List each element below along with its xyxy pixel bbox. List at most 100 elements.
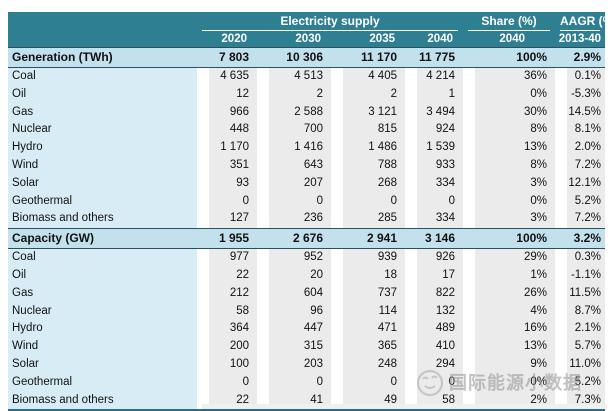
cell-value: 939 (331, 248, 405, 267)
cell-value: 2 (331, 85, 405, 104)
section-total-value: 2 676 (257, 228, 331, 250)
cell-value: 268 (331, 174, 405, 193)
cell-value: 977 (197, 248, 257, 267)
table-row: Solar 100 203 248 294 9% 11.0% (8, 355, 605, 374)
cell-value: 933 (405, 156, 463, 175)
cell-value: 4 214 (405, 67, 463, 86)
cell-value: 604 (257, 284, 331, 303)
cell-value: 3 494 (405, 103, 463, 122)
header-group-aagr: AAGR (%) (555, 12, 612, 31)
section-total-value: 7 803 (197, 47, 257, 68)
cell-value: 7.2% (555, 210, 605, 229)
row-label: Geothermal (8, 373, 197, 392)
col-header-aagr-2013-40: 2013-40 (555, 31, 605, 48)
cell-value: -1.1% (555, 266, 605, 285)
table-row: Coal 4 635 4 513 4 405 4 214 36% 0.1% (8, 67, 605, 86)
cell-value: 0 (405, 192, 463, 211)
cell-value: 30% (463, 103, 555, 122)
cell-value: 11.5% (555, 284, 605, 303)
table-row: Oil 22 20 18 17 1% -1.1% (8, 266, 605, 285)
cell-value: 643 (257, 156, 331, 175)
cell-value: 5.2% (555, 373, 605, 392)
cell-value: 12 (197, 85, 257, 104)
cell-value: 5.7% (555, 338, 605, 356)
cell-value: 737 (331, 284, 405, 303)
cell-value: 294 (405, 355, 463, 374)
header-year-row: 2020 2030 2035 2040 2040 2013-40 (8, 31, 605, 48)
cell-value: 2 588 (257, 103, 331, 122)
col-header-2020: 2020 (197, 31, 257, 48)
cell-value: 9% (463, 355, 555, 374)
cell-value: 248 (331, 355, 405, 374)
table-row: Wind 200 315 365 410 13% 5.7% (8, 338, 605, 356)
table-row: Geothermal 0 0 0 0 0% 5.2% (8, 373, 605, 392)
section-row: Generation (TWh) 7 803 10 306 11 170 11 775 1… (8, 47, 605, 68)
cell-value: 1% (463, 266, 555, 285)
cell-value: 22 (197, 266, 257, 285)
group-label-aagr: AAGR (%) (560, 12, 612, 31)
cell-value: 822 (405, 284, 463, 303)
row-label: Coal (8, 248, 197, 267)
header-group-row: Electricity supply Share (%) AAGR (%) (8, 12, 612, 31)
row-label: Biomass and others (8, 391, 197, 411)
section-total-value: 100% (463, 47, 555, 68)
cell-value: 8.1% (555, 121, 605, 140)
cell-value: 410 (405, 338, 463, 356)
cell-value: 924 (405, 121, 463, 140)
cell-value: 212 (197, 284, 257, 303)
col-header-2030: 2030 (257, 31, 331, 48)
cell-value: 334 (405, 210, 463, 229)
cell-value: 8% (463, 156, 555, 175)
cell-value: 13% (463, 338, 555, 356)
cell-value: 11.0% (555, 355, 605, 374)
cell-value: 26% (463, 284, 555, 303)
row-label: Gas (8, 103, 197, 122)
group-label-share: Share (%) (468, 12, 550, 31)
table-row: Wind 351 643 788 933 8% 7.2% (8, 156, 605, 175)
table-row: Geothermal 0 0 0 0 0% 5.2% (8, 192, 605, 211)
cell-value: 0 (257, 373, 331, 392)
cell-value: 58 (197, 302, 257, 321)
row-label: Geothermal (8, 192, 197, 211)
cell-value: 96 (257, 302, 331, 321)
header-corner-cell-2 (8, 31, 197, 48)
cell-value: 127 (197, 210, 257, 229)
cell-value: 448 (197, 121, 257, 140)
section-total-value: 11 170 (331, 47, 405, 68)
col-header-2035: 2035 (331, 31, 405, 48)
cell-value: 12.1% (555, 174, 605, 193)
table-row: Hydro 364 447 471 489 16% 2.1% (8, 320, 605, 339)
electricity-supply-table: Electricity supply Share (%) AAGR (%) 20… (8, 12, 612, 411)
cell-value: 285 (331, 210, 405, 229)
table-body: Generation (TWh) 7 803 10 306 11 170 11 775 1… (8, 47, 605, 411)
cell-value: 4% (463, 302, 555, 321)
cell-value: 1 539 (405, 139, 463, 157)
cell-value: 13% (463, 139, 555, 157)
cell-value: 0.3% (555, 248, 605, 267)
cell-value: 489 (405, 320, 463, 339)
section-total-value: 3 146 (405, 228, 463, 250)
cell-value: 334 (405, 174, 463, 193)
cell-value: 952 (257, 248, 331, 267)
cell-value: 1 416 (257, 139, 331, 157)
row-label: Solar (8, 174, 197, 193)
cell-value: 203 (257, 355, 331, 374)
row-label: Coal (8, 67, 197, 86)
cell-value: 315 (257, 338, 331, 356)
row-label: Oil (8, 85, 197, 104)
row-label: Oil (8, 266, 197, 285)
col-header-share-2040: 2040 (463, 31, 555, 48)
cell-value: 1 486 (331, 139, 405, 157)
cell-value: 1 (405, 85, 463, 104)
cell-value: 8% (463, 121, 555, 140)
col-header-2040: 2040 (405, 31, 463, 48)
cell-value: 5.2% (555, 192, 605, 211)
cell-value: 0% (463, 192, 555, 211)
cell-value: 114 (331, 302, 405, 321)
row-label: Solar (8, 355, 197, 374)
cell-value: 365 (331, 338, 405, 356)
cell-value: 3% (463, 174, 555, 193)
cell-value: 207 (257, 174, 331, 193)
cell-value: 0 (405, 373, 463, 392)
